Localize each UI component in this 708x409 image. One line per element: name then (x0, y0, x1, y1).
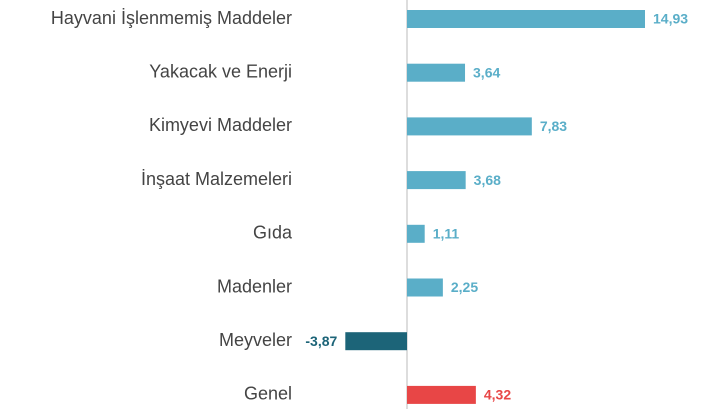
value-label: -3,87 (305, 333, 337, 349)
category-label: Genel (244, 384, 292, 404)
value-label: 3,64 (473, 64, 500, 80)
category-label: İnşaat Malzemeleri (141, 169, 292, 189)
bar (407, 10, 645, 28)
value-label: 7,83 (540, 118, 567, 134)
category-label: Yakacak ve Enerji (149, 61, 292, 81)
category-label: Hayvani İşlenmemiş Maddeler (51, 8, 292, 28)
bar (407, 385, 476, 404)
bar (345, 332, 407, 351)
bar (407, 224, 425, 243)
bar (407, 117, 532, 136)
category-label: Meyveler (219, 330, 292, 350)
category-label: Gıda (253, 223, 293, 243)
bar (407, 171, 466, 190)
value-label: 1,11 (433, 226, 460, 242)
category-label: Kimyevi Maddeler (149, 115, 292, 135)
value-label: 4,32 (484, 387, 511, 403)
value-label: 2,25 (451, 279, 478, 295)
bar (407, 278, 443, 297)
value-label: 14,93 (653, 11, 688, 27)
value-label: 3,68 (474, 172, 501, 188)
category-label: Madenler (217, 276, 292, 296)
bar (407, 63, 466, 82)
